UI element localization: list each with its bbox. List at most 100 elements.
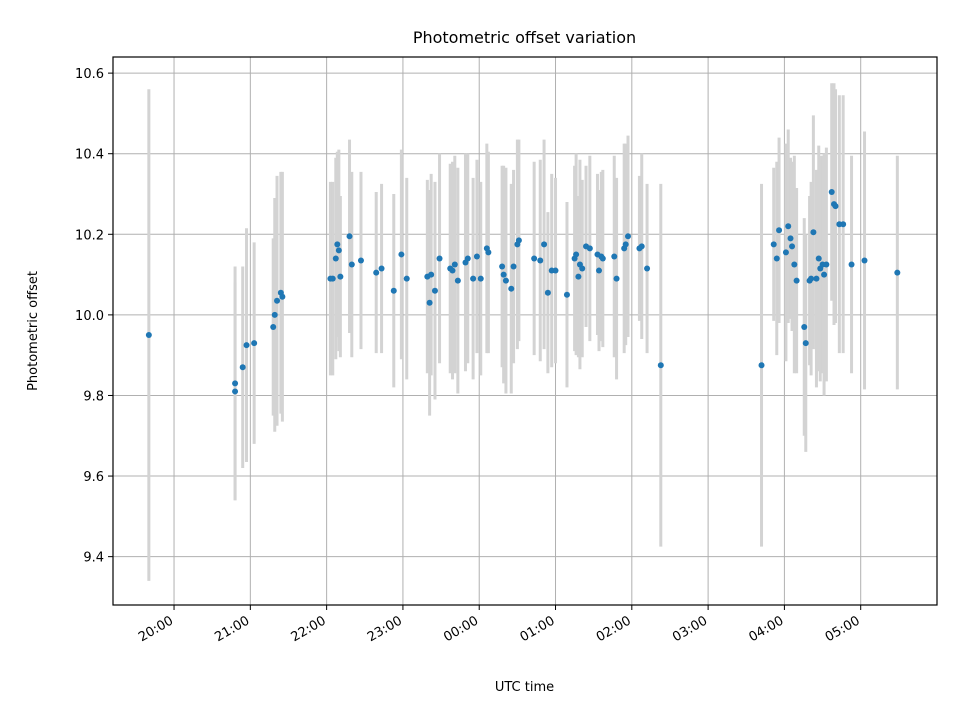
data-point [348,261,355,268]
data-point [271,311,278,318]
x-tick-label: 00:00 [441,613,481,645]
data-point [531,255,538,262]
data-point [428,271,435,278]
data-point [791,261,798,268]
data-point [644,265,651,272]
data-point [596,267,603,274]
x-tick-label: 20:00 [136,613,176,645]
data-point [449,267,456,274]
data-point [808,275,815,282]
data-point [470,275,477,282]
data-point [454,277,461,284]
data-point [813,275,820,282]
y-tick-label: 10.0 [75,309,104,324]
data-point [378,265,385,272]
data-point [801,323,808,330]
x-tick-label: 01:00 [518,613,558,645]
data-point [861,257,868,264]
data-point [573,251,580,258]
data-point [239,364,246,371]
x-tick-label: 03:00 [670,613,710,645]
data-point [436,255,443,262]
x-axis-ticks: 20:00 21:00 22:00 23:00 00:00 01:00 02:00 03:00… [136,605,863,645]
data-point [599,255,606,262]
y-tick-label: 9.8 [83,389,104,404]
data-point [552,267,559,274]
data-point [770,241,777,248]
data-point [793,277,800,284]
y-tick-label: 10.2 [75,228,104,243]
x-tick-label: 23:00 [365,613,405,645]
x-tick-label: 05:00 [823,613,863,645]
data-point [802,340,809,347]
data-point [499,263,506,270]
y-axis-label: Photometric offset [26,271,41,391]
data-point [145,332,152,339]
data-point [773,255,780,262]
data-point [464,255,471,262]
data-point [638,243,645,250]
x-tick-label: 22:00 [289,613,329,645]
data-point [232,388,239,395]
data-point [332,255,339,262]
data-point [485,249,492,256]
data-point [390,287,397,294]
data-point [508,285,515,292]
data-point [537,257,544,264]
y-tick-label: 9.4 [83,551,104,566]
data-point [815,255,822,262]
data-point [622,241,629,248]
data-point [510,263,517,270]
data-point [832,203,839,210]
data-point [274,297,281,304]
data-point [787,235,794,242]
data-point [828,188,835,195]
x-axis-label: UTC time [495,680,554,695]
data-point [821,271,828,278]
data-point [403,275,410,282]
data-point [613,275,620,282]
data-point [782,249,789,256]
data-point [789,243,796,250]
data-point [541,241,548,248]
data-point [579,265,586,272]
data-point [473,253,480,260]
data-point [373,269,380,276]
data-point [334,241,341,248]
data-point [357,257,364,264]
data-point [785,223,792,230]
data-point [611,253,618,260]
data-point [398,251,405,258]
x-tick-label: 04:00 [746,613,786,645]
data-point [823,261,830,268]
data-point [451,261,458,268]
data-point [477,275,484,282]
data-point [657,362,664,369]
error-bars [147,83,899,581]
y-tick-label: 10.4 [75,148,104,163]
data-point [625,233,631,240]
x-tick-label: 02:00 [594,613,634,645]
y-tick-label: 10.6 [75,67,104,82]
data-point [810,229,817,236]
data-point [544,289,551,296]
data-point [758,362,765,369]
data-point [346,233,353,240]
data-point [776,227,783,234]
data-point [337,273,344,280]
chart-title: Photometric offset variation [413,28,636,47]
data-point [575,273,582,280]
data-point [502,277,509,284]
data-point [243,342,250,349]
data-point [431,287,438,294]
data-point [232,380,239,387]
data-point [840,221,847,228]
data-point [586,245,593,252]
x-tick-label: 21:00 [212,613,252,645]
data-point [563,291,570,298]
data-points [145,188,901,395]
data-point [279,293,286,300]
data-point [848,261,855,268]
data-point [500,271,507,278]
